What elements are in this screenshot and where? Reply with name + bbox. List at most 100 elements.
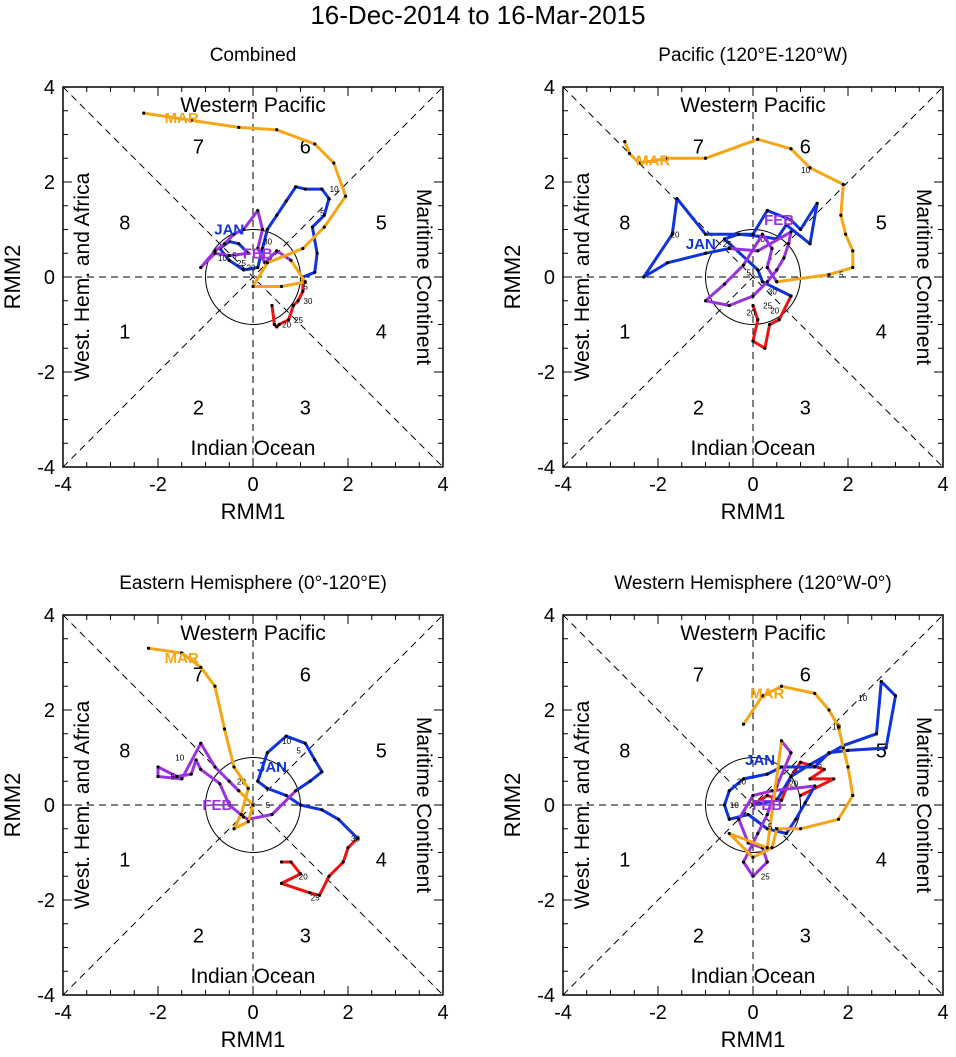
x-axis-label: RMM1 bbox=[721, 1027, 786, 1052]
series-point bbox=[727, 246, 731, 251]
series-point bbox=[232, 827, 236, 831]
series-point bbox=[808, 166, 812, 170]
series-point bbox=[222, 727, 227, 731]
series-point bbox=[827, 708, 831, 712]
series-point bbox=[272, 322, 276, 327]
phase-number-5: 5 bbox=[876, 740, 887, 762]
day-label: 5 bbox=[304, 283, 309, 292]
x-tick-label: 0 bbox=[747, 474, 758, 496]
series-point bbox=[313, 758, 317, 762]
diagonal-guide bbox=[562, 86, 944, 468]
series-point bbox=[703, 156, 708, 160]
series-point bbox=[284, 199, 288, 203]
series-point bbox=[737, 232, 741, 236]
series-point bbox=[317, 893, 322, 897]
panel-title: Combined bbox=[210, 45, 297, 66]
series-point bbox=[279, 881, 284, 885]
series-point bbox=[241, 227, 246, 232]
region-label-top: Western Pacific bbox=[680, 94, 826, 117]
day-label: 5 bbox=[320, 209, 325, 218]
series-point bbox=[246, 786, 250, 790]
month-label-jan: JAN bbox=[257, 759, 287, 776]
phase-number-4: 4 bbox=[876, 850, 887, 872]
series-point bbox=[237, 125, 241, 129]
region-label-top: Western Pacific bbox=[180, 622, 326, 645]
series-point bbox=[213, 251, 217, 255]
series-point bbox=[246, 251, 250, 255]
series-point bbox=[751, 803, 755, 807]
phase-number-1: 1 bbox=[619, 850, 630, 872]
series-point bbox=[313, 270, 317, 274]
phase-number-7: 7 bbox=[693, 136, 704, 158]
series-point bbox=[180, 777, 184, 781]
series-point bbox=[765, 793, 769, 798]
phase-panel-2: Pacific (120°E-120°W) -4-4 -2 -2 0 0 2 2 4 4 RMM1 R… bbox=[500, 45, 949, 524]
series-point bbox=[199, 767, 203, 771]
series-point bbox=[355, 836, 360, 840]
region-label-left: West. Hem. and Africa bbox=[71, 700, 94, 909]
y-tick-label: 2 bbox=[44, 700, 55, 722]
series-point bbox=[751, 232, 755, 236]
x-tick-label: 2 bbox=[342, 1002, 353, 1024]
series-point bbox=[296, 299, 300, 303]
region-label-bottom: Indian Ocean bbox=[691, 965, 816, 988]
series-point bbox=[289, 258, 293, 262]
series-point bbox=[777, 318, 781, 322]
series-point bbox=[260, 246, 265, 251]
series-point bbox=[798, 760, 803, 764]
region-label-left: West. Hem. and Africa bbox=[571, 172, 594, 381]
series-point bbox=[320, 187, 324, 191]
series-point bbox=[320, 808, 324, 812]
month-label-mar: MAR bbox=[165, 110, 199, 127]
series-point bbox=[751, 303, 755, 308]
day-label: 20 bbox=[770, 306, 779, 315]
series-point bbox=[703, 232, 708, 236]
series-point bbox=[841, 746, 845, 750]
y-axis-label: RMM2 bbox=[500, 773, 525, 838]
day-label: 30 bbox=[768, 287, 777, 296]
series-point bbox=[327, 874, 331, 878]
series-point bbox=[308, 779, 312, 783]
day-label: 20 bbox=[747, 309, 756, 318]
series-point bbox=[722, 282, 727, 286]
month-label-feb: FEB bbox=[752, 797, 782, 814]
x-tick-label: -2 bbox=[649, 1002, 667, 1024]
series-point bbox=[315, 251, 319, 255]
phase-number-5: 5 bbox=[376, 740, 387, 762]
series-point bbox=[270, 303, 274, 308]
day-label: 5 bbox=[266, 801, 271, 810]
series-point bbox=[189, 772, 193, 776]
series-point bbox=[327, 197, 331, 201]
day-label: 5 bbox=[747, 268, 752, 277]
series-point bbox=[194, 758, 198, 762]
day-label: 5 bbox=[768, 822, 773, 831]
series-point bbox=[765, 827, 769, 831]
phase-number-8: 8 bbox=[619, 740, 630, 762]
day-label: 5 bbox=[171, 773, 176, 782]
series-point bbox=[751, 855, 755, 859]
series-line-dec bbox=[280, 836, 359, 897]
series-point bbox=[322, 213, 326, 217]
month-label-mar: MAR bbox=[165, 650, 199, 667]
x-tick-label: -2 bbox=[149, 1002, 167, 1024]
series-point bbox=[623, 140, 627, 144]
series-point bbox=[303, 741, 307, 745]
series-point bbox=[246, 820, 250, 824]
series-point bbox=[813, 765, 817, 769]
phase-number-2: 2 bbox=[193, 926, 204, 948]
day-label: 20 bbox=[792, 765, 801, 774]
panel-title: Pacific (120°E-120°W) bbox=[658, 45, 847, 66]
x-tick-label: 2 bbox=[342, 474, 353, 496]
x-tick-label: -2 bbox=[149, 474, 167, 496]
series-point bbox=[751, 874, 755, 878]
day-label: 10 bbox=[282, 737, 291, 746]
series-point bbox=[798, 793, 803, 798]
series-point bbox=[839, 213, 843, 217]
phase-number-2: 2 bbox=[693, 926, 704, 948]
day-label: 20 bbox=[299, 872, 308, 881]
day-label: 30 bbox=[351, 834, 360, 843]
y-tick-label: 0 bbox=[544, 267, 555, 289]
series-point bbox=[180, 651, 184, 655]
month-label-feb: FEB bbox=[243, 245, 273, 262]
series-line-mar bbox=[142, 111, 348, 288]
